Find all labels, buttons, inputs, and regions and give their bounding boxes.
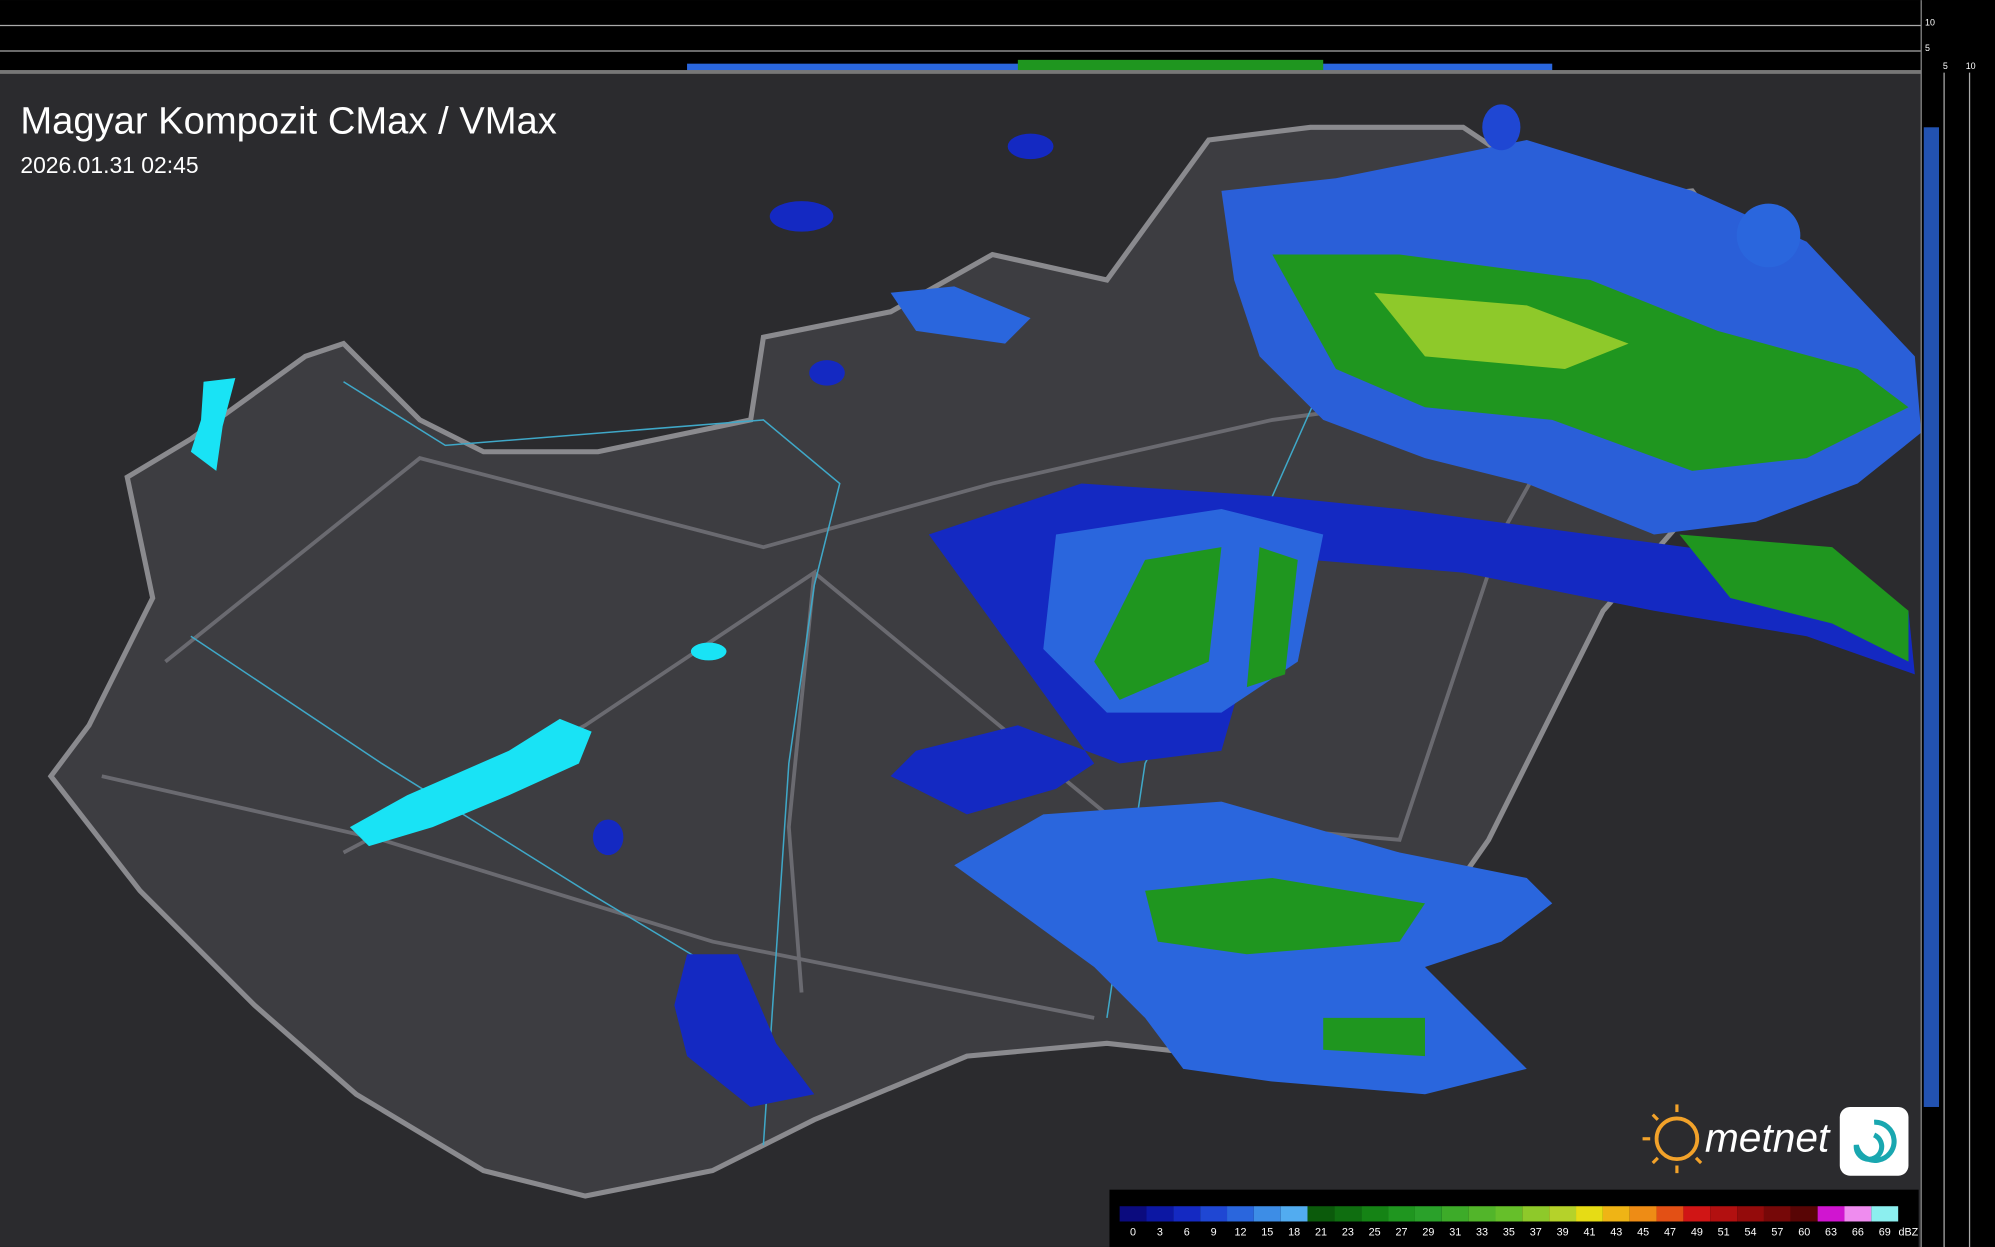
legend-swatch <box>1629 1206 1657 1222</box>
legend-label: 6 <box>1184 1226 1190 1238</box>
profile-echo <box>1923 127 1940 1107</box>
legend-label: 33 <box>1476 1226 1488 1238</box>
side-scale-label: 10 <box>1966 61 1976 71</box>
lake <box>349 718 592 847</box>
legend-swatch <box>1334 1206 1362 1222</box>
legend-label: 39 <box>1557 1226 1569 1238</box>
legend-label: 31 <box>1449 1226 1461 1238</box>
legend-swatch <box>1307 1206 1335 1222</box>
legend-label: 15 <box>1261 1226 1273 1238</box>
legend-label: 43 <box>1610 1226 1622 1238</box>
legend-swatch <box>1441 1206 1469 1222</box>
legend-unit: dBZ <box>1898 1226 1918 1238</box>
legend-swatch <box>1737 1206 1764 1222</box>
legend-swatch <box>1253 1206 1281 1222</box>
legend-label: 57 <box>1771 1226 1783 1238</box>
legend-label: 54 <box>1745 1226 1757 1238</box>
legend-label: 27 <box>1396 1226 1408 1238</box>
legend-swatch <box>1683 1206 1711 1222</box>
radar-echoes <box>592 104 1922 1107</box>
legend-label: 49 <box>1691 1226 1703 1238</box>
title: Magyar Kompozit CMax / VMax <box>20 100 556 143</box>
legend-label: 69 <box>1879 1226 1891 1238</box>
legend-label: 18 <box>1288 1226 1300 1238</box>
legend-label: 63 <box>1825 1226 1837 1238</box>
legend-label: 0 <box>1130 1226 1136 1238</box>
legend-label: 21 <box>1315 1226 1327 1238</box>
legend-swatch <box>1280 1206 1308 1222</box>
legend-swatch <box>1844 1206 1872 1222</box>
legend-swatch <box>1414 1206 1442 1222</box>
side-scale-label: 5 <box>1925 43 1930 53</box>
legend-label: 35 <box>1503 1226 1515 1238</box>
legend-label: 45 <box>1637 1226 1649 1238</box>
legend-swatch <box>1468 1206 1496 1222</box>
legend-swatch <box>1227 1206 1254 1222</box>
legend-label: 47 <box>1664 1226 1676 1238</box>
side-scale-label: 5 <box>1943 61 1948 71</box>
legend-swatch <box>1576 1206 1603 1222</box>
legend-swatch <box>1522 1206 1550 1222</box>
legend-label: 23 <box>1342 1226 1354 1238</box>
legend: 0 3 6 9 12 15 18 21 23 25 27 29 31 33 35 37 39 41 43 45 47 49… <box>1119 1206 1919 1238</box>
legend-swatch <box>1361 1206 1389 1222</box>
legend-label: 3 <box>1157 1226 1163 1238</box>
legend-swatch <box>1146 1206 1174 1222</box>
logo: metnet <box>1642 1104 1909 1176</box>
legend-swatch <box>1549 1206 1577 1222</box>
side-scale-label: 10 <box>1925 18 1935 28</box>
legend-label: 66 <box>1852 1226 1864 1238</box>
profile-ground <box>0 70 1922 74</box>
lake <box>190 377 236 471</box>
legend-label: 9 <box>1211 1226 1217 1238</box>
legend-swatch <box>1200 1206 1228 1222</box>
legend-label: 12 <box>1234 1226 1246 1238</box>
legend-swatch <box>1871 1206 1899 1222</box>
profile-echo <box>1017 59 1324 72</box>
lake <box>690 642 727 661</box>
legend-label: 29 <box>1422 1226 1434 1238</box>
legend-label: 25 <box>1369 1226 1381 1238</box>
legend-swatch <box>1790 1206 1818 1222</box>
top-profile <box>0 0 1995 73</box>
legend-swatch <box>1763 1206 1791 1222</box>
legend-swatch <box>1656 1206 1684 1222</box>
legend-label: 41 <box>1583 1226 1595 1238</box>
legend-swatch <box>1119 1206 1147 1222</box>
legend-label: 51 <box>1718 1226 1730 1238</box>
legend-swatch <box>1710 1206 1738 1222</box>
logo-text: metnet <box>1705 1115 1831 1161</box>
timestamp: 2026.01.31 02:45 <box>20 152 198 178</box>
legend-label: 37 <box>1530 1226 1542 1238</box>
legend-swatch <box>1817 1206 1845 1222</box>
legend-swatch <box>1388 1206 1415 1222</box>
legend-swatch <box>1495 1206 1523 1222</box>
legend-label: 60 <box>1798 1226 1810 1238</box>
legend-swatch <box>1602 1206 1630 1222</box>
legend-swatch <box>1173 1206 1201 1222</box>
